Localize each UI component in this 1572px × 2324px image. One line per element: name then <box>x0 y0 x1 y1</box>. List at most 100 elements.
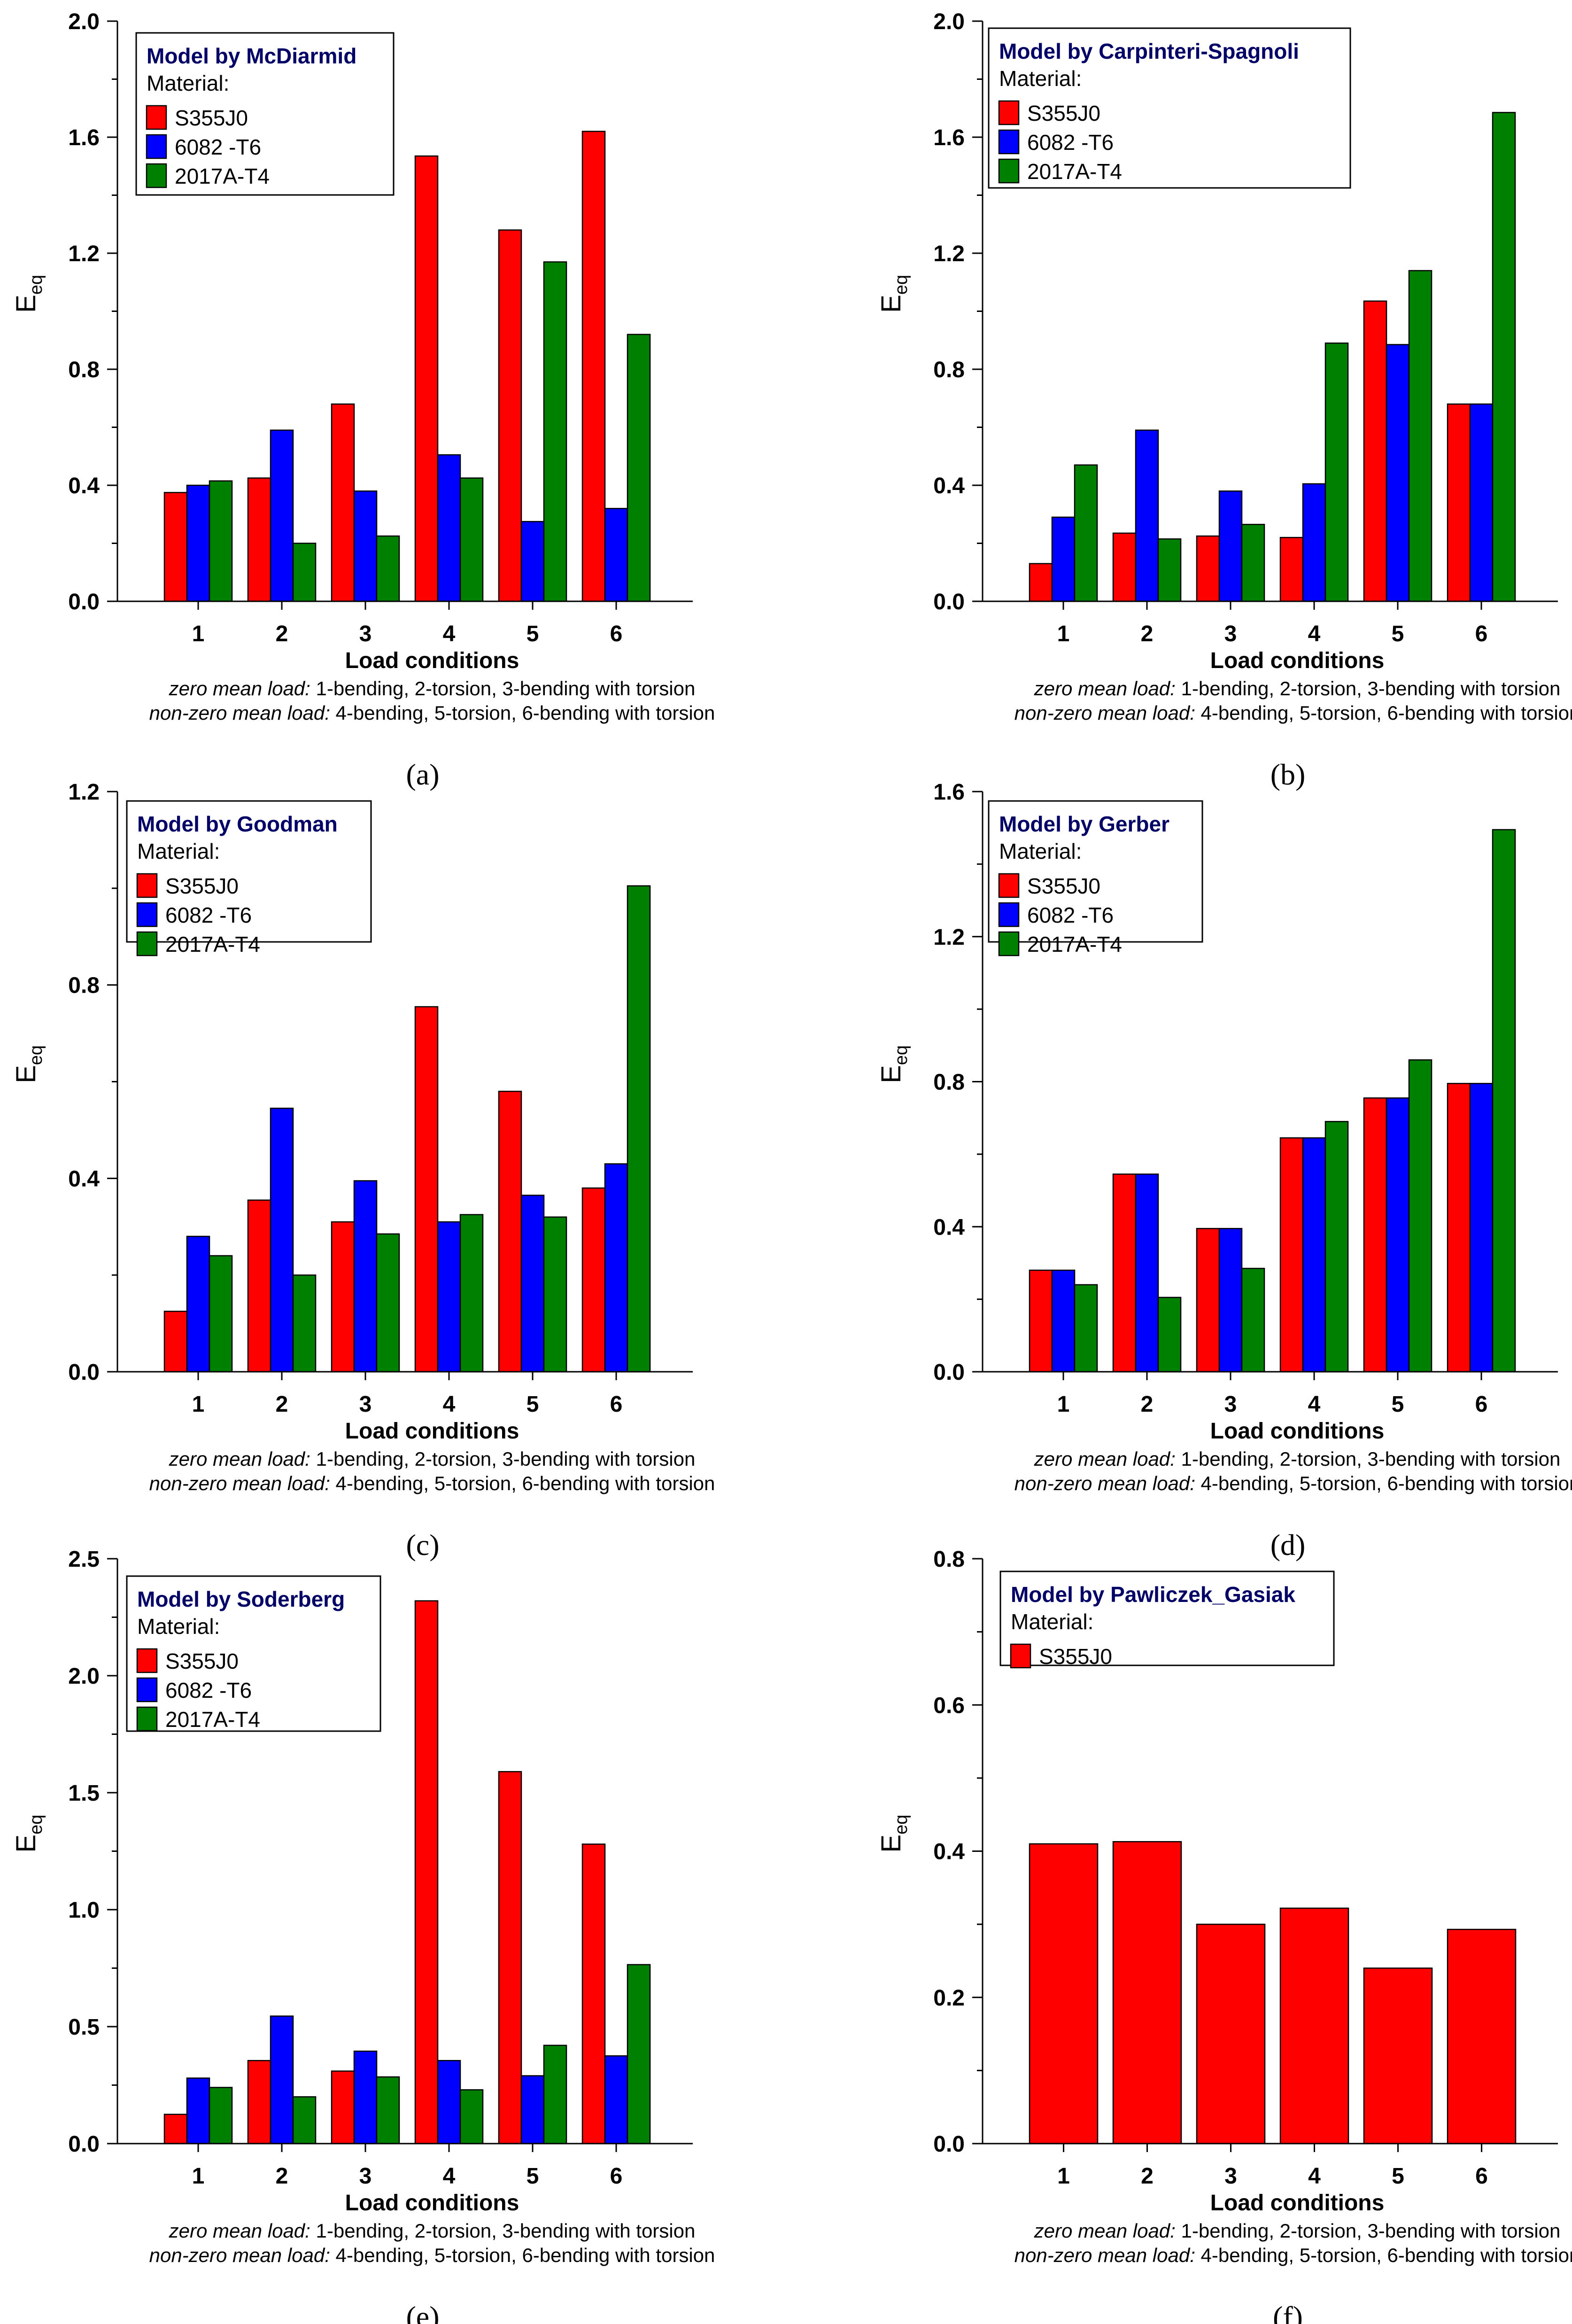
panel-caption: (e) <box>406 2300 439 2324</box>
x-tick-label: 4 <box>443 2164 456 2189</box>
y-axis-title-main: E <box>876 1834 906 1853</box>
x-tick-label: 5 <box>527 1392 539 1417</box>
bar-a-s3-c6 <box>627 334 651 602</box>
legend-box <box>126 800 372 943</box>
bar-a-s2-c2 <box>270 429 294 602</box>
x-tick-label: 1 <box>192 622 205 646</box>
y-axis-title-sub: eq <box>891 275 911 295</box>
legend-label-s1: S355J0 <box>1027 874 1100 898</box>
note-zero-mean-text: 1-bending, 2-torsion, 3-bending with tor… <box>1176 677 1561 700</box>
x-tick-label: 6 <box>1475 622 1488 646</box>
bar-f-s1-c3 <box>1196 1923 1266 2145</box>
bar-e-s2-c3 <box>353 2051 378 2145</box>
chart-panel-d: 0.0 0.4 0.8 1.2 1.6 1 2 3 4 5 6 Eeq Load conditions z… <box>876 780 1572 1562</box>
y-tick-label: 0.4 <box>933 1840 965 1865</box>
legend-swatch-s3 <box>998 931 1020 956</box>
note-nonzero-mean-label: non-zero mean load: <box>149 2244 330 2266</box>
note-nonzero-mean-text: 4-bending, 5-torsion, 6-bending with tor… <box>330 2244 715 2266</box>
x-tick-label: 5 <box>1392 2164 1404 2189</box>
note-zero-mean-text: 1-bending, 2-torsion, 3-bending with tor… <box>310 1448 696 1470</box>
y-tick-label: 0.0 <box>933 590 965 614</box>
bar-b-s2-c5 <box>1386 344 1410 602</box>
bar-d-s2-c4 <box>1302 1137 1326 1373</box>
y-tick-label: 0.4 <box>68 1166 100 1191</box>
bar-b-s3-c4 <box>1324 342 1349 602</box>
legend-swatch-s2 <box>998 129 1020 155</box>
bar-a-s2-c3 <box>353 490 378 602</box>
panel-caption: (c) <box>406 1528 439 1562</box>
bar-c-s3-c5 <box>543 1216 567 1373</box>
legend-swatch-s1 <box>1010 1643 1031 1669</box>
x-tick-label: 3 <box>1224 2164 1237 2189</box>
bar-c-s2-c5 <box>520 1195 545 1373</box>
x-tick-label: 1 <box>1057 2164 1070 2189</box>
y-axis-title-sub: eq <box>26 1815 46 1834</box>
bar-b-s3-c6 <box>1492 112 1516 602</box>
y-tick-label: 0.0 <box>68 590 100 614</box>
x-tick-label: 6 <box>610 1392 623 1417</box>
bar-a-s3-c4 <box>459 477 484 602</box>
x-tick-label: 5 <box>527 2164 539 2189</box>
bar-c-s1-c1 <box>163 1311 188 1373</box>
y-axis-title-main: E <box>876 295 906 313</box>
x-tick-label: 4 <box>1308 622 1321 646</box>
panel-caption: (f) <box>1273 2300 1303 2324</box>
y-axis-title: Eeq <box>11 275 46 313</box>
y-axis-title-sub: eq <box>26 275 46 295</box>
bar-d-s1-c4 <box>1279 1137 1304 1373</box>
note-zero-mean-label: zero mean load: <box>1034 2220 1176 2242</box>
x-tick-label: 4 <box>443 1392 456 1417</box>
x-tick-label: 5 <box>527 622 539 646</box>
legend-subtitle: Material: <box>137 1614 220 1639</box>
x-tick-label: 6 <box>610 622 623 646</box>
note-zero-mean-text: 1-bending, 2-torsion, 3-bending with tor… <box>310 2220 696 2242</box>
bar-e-s1-c4 <box>414 1600 439 2145</box>
bar-c-s2-c2 <box>270 1107 294 1373</box>
legend-label-s3: 2017A-T4 <box>1027 159 1122 184</box>
legend-swatch-s1 <box>136 873 158 898</box>
x-tick-label: 1 <box>192 2164 205 2189</box>
note-zero-mean-label: zero mean load: <box>1034 1448 1176 1470</box>
bar-c-s2-c3 <box>353 1180 378 1373</box>
note-zero-mean-label: zero mean load: <box>169 2220 310 2242</box>
bar-d-s1-c6 <box>1447 1083 1471 1373</box>
y-tick-label: 0.0 <box>68 2132 100 2157</box>
legend: Model by Soderberg Material: S355J0 6082 -T… <box>126 1575 381 1732</box>
bar-c-s1-c3 <box>331 1221 355 1373</box>
bar-b-s1-c6 <box>1447 403 1471 602</box>
y-tick-label: 0.5 <box>68 2015 100 2040</box>
legend-subtitle: Material: <box>137 839 220 863</box>
x-tick-label: 6 <box>1475 1392 1488 1417</box>
legend-swatch-s3 <box>146 163 167 188</box>
chart-panel-b: 0.0 0.4 0.8 1.2 1.6 2.0 1 2 3 4 5 6 Eeq Load conditio… <box>876 9 1572 791</box>
x-tick-label: 1 <box>1057 1392 1070 1417</box>
y-axis-title: Eeq <box>876 1045 911 1083</box>
bar-a-s1-c6 <box>581 131 606 602</box>
x-tick-label: 4 <box>1308 2164 1321 2189</box>
bar-d-s2-c6 <box>1469 1083 1494 1373</box>
note-nonzero-mean: non-zero mean load: 4-bending, 5-torsion… <box>1014 1472 1572 1494</box>
y-tick-label: 0.4 <box>933 474 965 498</box>
legend-swatch-s2 <box>146 134 167 159</box>
x-tick-label: 3 <box>359 622 372 646</box>
bar-a-s3-c1 <box>209 480 233 602</box>
bar-e-s2-c6 <box>604 2055 628 2145</box>
note-nonzero-mean-text: 4-bending, 5-torsion, 6-bending with tor… <box>1195 2244 1572 2266</box>
x-tick-label: 2 <box>1141 1392 1154 1417</box>
y-tick-label: 1.0 <box>68 1898 100 1923</box>
note-nonzero-mean-text: 4-bending, 5-torsion, 6-bending with tor… <box>1195 702 1572 724</box>
bar-e-s1-c3 <box>331 2070 355 2145</box>
y-axis-title-sub: eq <box>891 1815 911 1834</box>
x-tick-label: 3 <box>359 1392 372 1417</box>
legend-title: Model by Goodman <box>137 812 338 836</box>
legend-swatch-s1 <box>998 100 1020 125</box>
y-tick-label: 1.6 <box>933 780 965 805</box>
bar-a-s3-c2 <box>292 543 317 602</box>
legend-subtitle: Material: <box>1011 1609 1093 1634</box>
note-zero-mean: zero mean load: 1-bending, 2-torsion, 3-… <box>169 1448 696 1470</box>
x-axis-title: Load conditions <box>1210 1419 1385 1444</box>
bar-d-s1-c2 <box>1112 1174 1137 1373</box>
x-tick-label: 2 <box>276 622 288 646</box>
note-nonzero-mean-label: non-zero mean load: <box>1014 702 1195 724</box>
chart-panel-f: 0.0 0.2 0.4 0.6 0.8 1 2 3 4 5 6 Eeq Load conditions z… <box>876 1547 1572 2324</box>
